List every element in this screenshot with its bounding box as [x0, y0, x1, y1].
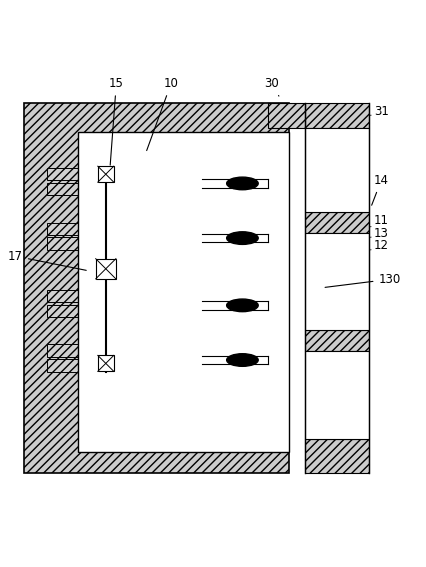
Bar	[47, 222, 202, 235]
Bar	[47, 168, 202, 180]
Text: 14: 14	[371, 174, 389, 205]
Bar	[47, 345, 202, 357]
Bar	[305, 233, 368, 330]
Bar	[305, 439, 368, 473]
Bar	[305, 212, 368, 233]
Bar	[47, 183, 202, 195]
Bar	[47, 237, 202, 250]
Bar	[305, 128, 368, 212]
Text: 17: 17	[8, 249, 86, 270]
Ellipse shape	[227, 177, 258, 190]
Ellipse shape	[227, 232, 258, 244]
Bar	[305, 330, 368, 351]
Bar	[24, 103, 289, 473]
Text: 11: 11	[371, 214, 389, 227]
Bar	[305, 351, 368, 439]
Bar	[78, 132, 289, 452]
Bar	[268, 103, 305, 128]
Text: 13: 13	[371, 227, 389, 239]
Bar	[96, 259, 116, 279]
Text: 10: 10	[147, 77, 178, 151]
Text: 130: 130	[325, 273, 401, 287]
Bar	[47, 290, 202, 302]
Text: 15: 15	[109, 77, 124, 165]
Bar	[98, 166, 114, 182]
Ellipse shape	[227, 354, 258, 366]
Text: 30: 30	[265, 77, 279, 96]
Bar	[47, 304, 202, 317]
Text: 12: 12	[371, 239, 389, 252]
Bar	[47, 359, 202, 372]
Bar	[98, 356, 114, 371]
Bar	[305, 103, 368, 128]
Ellipse shape	[227, 299, 258, 312]
Text: 31: 31	[371, 105, 389, 117]
